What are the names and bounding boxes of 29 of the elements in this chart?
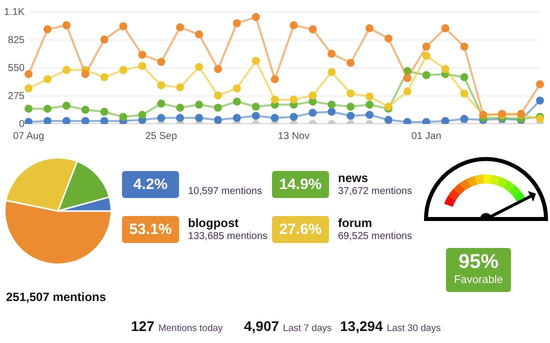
x-tick-label: 07 Aug xyxy=(12,130,44,142)
text: 13,294 xyxy=(340,318,383,334)
text: 10,597 mentions xyxy=(188,186,262,197)
text: 69,525 mentions xyxy=(338,231,412,242)
text: 133,685 mentions xyxy=(188,231,268,242)
data-label: 4.2% xyxy=(122,171,179,198)
legend-label: news xyxy=(338,171,368,185)
y-tick-label: 0 xyxy=(19,118,26,130)
x-tick-label: 25 Sep xyxy=(145,130,178,142)
x-tick-label: 13 Nov xyxy=(278,130,310,142)
legend-label: forum xyxy=(338,216,372,230)
data-label: 53.1% xyxy=(122,216,179,243)
data-label: 95% xyxy=(457,251,500,274)
text: Last 30 days xyxy=(386,323,441,334)
category-label: Favorable xyxy=(453,274,504,286)
text: 251,507 mentions xyxy=(6,290,106,304)
text: 37,672 mentions xyxy=(338,186,412,197)
y-tick-label: 1.1K xyxy=(4,6,25,18)
legend-label: blogpost xyxy=(188,216,239,230)
text: 4,907 xyxy=(244,318,280,334)
y-tick-label: 825 xyxy=(8,34,26,46)
data-label: 27.6% xyxy=(272,216,329,243)
text: Last 7 days xyxy=(283,323,332,334)
y-tick-label: 550 xyxy=(8,62,26,74)
x-tick-label: 01 Jan xyxy=(411,130,442,142)
text: Mentions today xyxy=(158,323,223,334)
y-tick-label: 275 xyxy=(8,90,26,102)
data-label: 14.9% xyxy=(272,171,329,198)
text: 127 xyxy=(131,318,154,334)
